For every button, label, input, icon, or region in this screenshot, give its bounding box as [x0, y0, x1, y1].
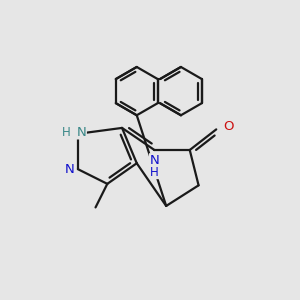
Text: N: N	[76, 126, 86, 139]
Text: H: H	[62, 126, 71, 139]
Text: H: H	[150, 166, 159, 178]
Text: N: N	[149, 154, 159, 167]
Text: O: O	[224, 120, 234, 133]
Text: N: N	[65, 163, 75, 176]
